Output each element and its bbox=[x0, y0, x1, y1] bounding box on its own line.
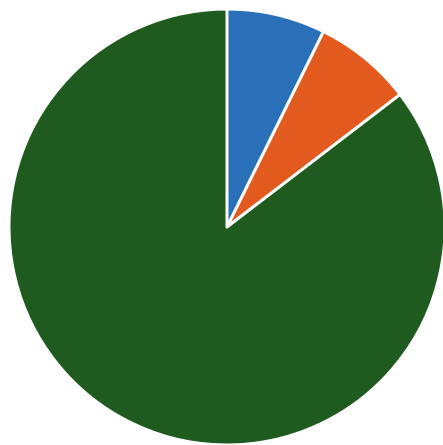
slices-layer bbox=[7, 7, 443, 445]
pie-slice-3 bbox=[7, 7, 443, 445]
pie-slice-2 bbox=[225, 30, 402, 229]
pie-slice-1 bbox=[225, 7, 326, 229]
